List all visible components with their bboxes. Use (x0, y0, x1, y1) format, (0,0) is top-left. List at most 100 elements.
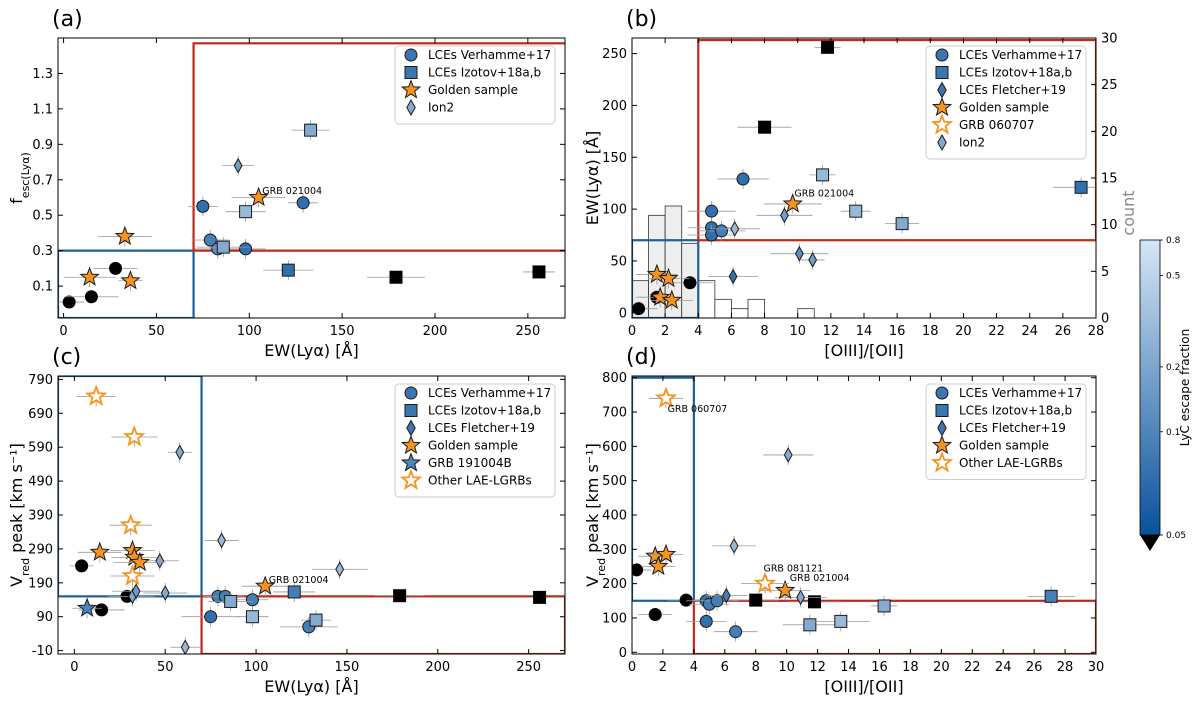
y-right-tick-label: 15 (1101, 172, 1118, 187)
legend-entry: Ion2 (428, 101, 454, 115)
y-axis-label-main: f (7, 198, 26, 204)
y-axis-label-sub: esc(Lyα) (19, 152, 32, 198)
histogram-bar (797, 308, 815, 318)
panel-label: (b) (626, 7, 657, 32)
x-tick-label: 8 (752, 660, 760, 675)
data-point (782, 193, 803, 213)
y-tick-label: 300 (602, 543, 627, 558)
blue-selection-box (632, 239, 700, 318)
y-axis-label-main: V (583, 576, 602, 587)
x-tick-label: 50 (148, 324, 165, 339)
panel-label: (d) (626, 345, 657, 370)
legend-marker (931, 434, 953, 455)
histogram-bar (697, 280, 716, 318)
annotation: GRB 021004 (262, 186, 322, 197)
data-point (248, 186, 269, 207)
y-right-tick-label: 0 (1101, 312, 1109, 327)
y-tick-label: 290 (28, 542, 53, 557)
data-point (281, 263, 295, 277)
data-point (245, 593, 259, 607)
y-tick-label: 700 (602, 406, 627, 421)
x-tick-label: 16 (889, 324, 906, 339)
data-point (160, 585, 170, 601)
x-tick-label: 250 (516, 660, 541, 675)
plot-area (58, 42, 565, 318)
axes-frame (57, 37, 566, 319)
x-tick-label: 4 (694, 324, 702, 339)
y-axis-label-sub: red (19, 558, 32, 576)
data-point (84, 290, 98, 304)
colorbar-extend-arrow (1140, 535, 1160, 551)
legend-entry: LCEs Verhamme+17 (428, 48, 551, 62)
data-point (304, 123, 318, 137)
legend-marker (935, 404, 949, 417)
legend-marker (935, 66, 949, 79)
x-tick-label: 2 (661, 324, 669, 339)
data-point (95, 603, 109, 617)
x-tick-label: 4 (690, 660, 698, 675)
legend-entry: Golden sample (959, 101, 1049, 115)
data-point (794, 245, 804, 262)
legend: LCEs Verhamme+17 LCEs Izotov+18a,b LCEs Fl… (394, 383, 556, 498)
data-point (834, 614, 848, 628)
x-tick-label: 6 (727, 324, 735, 339)
x-tick-label: 0 (628, 324, 636, 339)
data-point (780, 207, 789, 224)
x-tick-label: 100 (244, 660, 269, 675)
red-selection-box (692, 599, 1096, 654)
legend-entry: Golden sample (428, 439, 518, 453)
panel-a: GRB 021004 0 50 100 150 200 250 0.1 0.3 0.5 0.7 0.9… (7, 7, 566, 360)
x-tick-label: 10 (778, 660, 795, 675)
data-point (730, 220, 740, 237)
annotation: GRB 081121 (763, 564, 823, 575)
y-tick-label: 50 (610, 254, 627, 269)
colorbar-tick-label: 0.05 (1166, 531, 1186, 541)
legend-marker (400, 434, 422, 455)
x-tick-label: 250 (515, 324, 540, 339)
legend-marker (404, 404, 418, 417)
y-tick-label: 800 (602, 371, 627, 386)
data-point (808, 595, 822, 609)
x-tick-label: 0 (59, 324, 67, 339)
x-tick-label: 28 (1088, 324, 1105, 339)
colorbar-tick-label: 0.2 (1166, 363, 1180, 373)
y-tick-label: 0.7 (32, 173, 53, 188)
y-tick-label: 200 (602, 99, 627, 114)
data-point (632, 302, 646, 316)
legend-marker (404, 48, 418, 62)
x-tick-label: 24 (1021, 324, 1038, 339)
data-point (224, 594, 238, 608)
y-axis-label: EW(Lyα) [Å] (583, 131, 602, 225)
x-tick-label: 200 (425, 660, 450, 675)
legend-marker (930, 113, 954, 135)
data-point (808, 252, 818, 268)
data-point (75, 559, 89, 573)
x-tick-label: 200 (423, 324, 448, 339)
y-tick-label: 200 (602, 577, 627, 592)
data-point (114, 225, 136, 246)
x-tick-label: 16 (871, 660, 888, 675)
x-tick-label: 14 (856, 324, 873, 339)
data-point (632, 563, 644, 577)
y-tick-label: 0.9 (32, 138, 53, 153)
data-point (533, 590, 547, 604)
x-tick-label: 18 (902, 660, 919, 675)
data-point (175, 444, 185, 461)
y-tick-label: -10 (32, 644, 53, 659)
legend-entry: LCEs Izotov+18a,b (428, 66, 541, 80)
data-point (203, 233, 217, 247)
x-tick-label: 2 (659, 660, 667, 675)
x-tick-label: 150 (335, 660, 360, 675)
x-tick-label: 100 (237, 324, 262, 339)
data-point (661, 289, 682, 310)
data-point (710, 594, 724, 608)
data-point (1074, 180, 1088, 194)
y-tick-label: 500 (602, 474, 627, 489)
legend: LCEs Verhamme+17 LCEs Izotov+18a,b LCEs Fl… (925, 45, 1087, 160)
y-right-tick-label: 25 (1101, 78, 1118, 93)
legend-entry: LCEs Fletcher+19 (959, 421, 1066, 435)
data-point (532, 265, 546, 279)
data-point (683, 276, 697, 290)
